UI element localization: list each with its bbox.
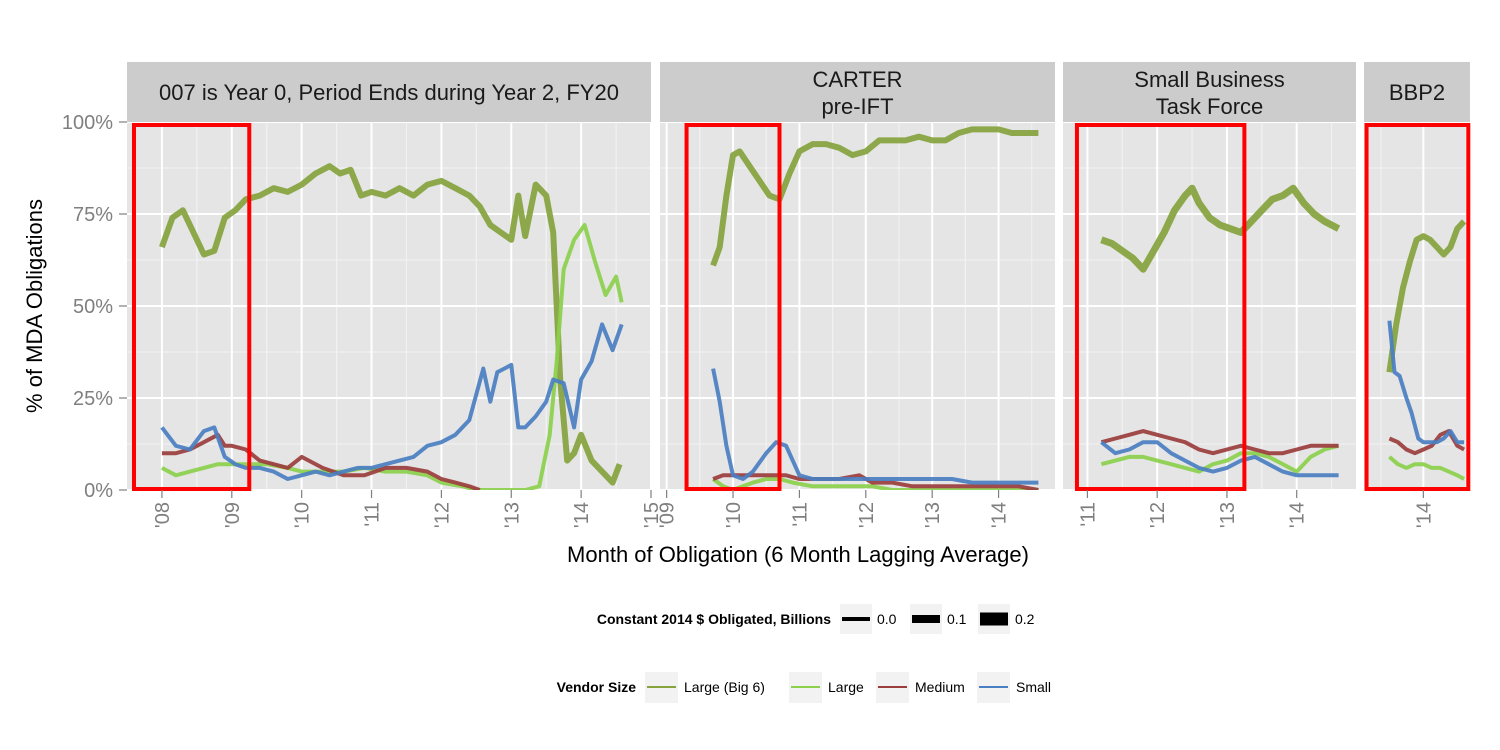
y-axis: 0% 25% 50% 75% 100% <box>62 112 127 502</box>
legend-size: Constant 2014 $ Obligated, Billions 0.0 0… <box>597 604 1035 634</box>
series-group <box>1386 219 1467 481</box>
x-tick-label: '11 <box>362 502 384 527</box>
legend-vendor-label: Large (Big 6) <box>684 679 765 695</box>
y-tick-label: 75% <box>73 204 113 226</box>
facet-strip <box>1364 62 1470 122</box>
highlight-box <box>1364 123 1471 491</box>
x-tick-label: '13 <box>501 502 523 528</box>
facet-strip <box>660 62 1055 122</box>
legend-vendor-label: Large <box>828 679 864 695</box>
series-line-large <box>1388 455 1466 481</box>
highlight-box <box>1074 123 1247 491</box>
series-line-small <box>711 368 1039 485</box>
x-tick-label: '11 <box>789 502 811 527</box>
series-line-large-big-6 <box>1386 219 1467 373</box>
x-tick-label: '12 <box>431 502 453 528</box>
legend-size-label: 0.2 <box>1015 611 1035 627</box>
x-tick-label: '12 <box>1147 502 1169 528</box>
facet-strip-label: CARTER <box>812 67 902 92</box>
y-tick-label: 50% <box>73 296 113 318</box>
x-tick-label: '13 <box>922 502 944 528</box>
legend-vendor: Vendor Size Large (Big 6) Large Medium Smal… <box>557 672 1051 703</box>
x-tick-label: '14 <box>1413 502 1435 528</box>
facet-strip-label: pre-IFT <box>821 94 893 119</box>
x-tick-label: '14 <box>571 502 593 528</box>
facet-panel-1: 007 is Year 0, Period Ends during Year 2… <box>127 62 663 528</box>
x-tick-label: '09 <box>222 502 244 528</box>
series-line-large-big-6 <box>159 163 623 486</box>
facet-strip-label: 007 is Year 0, Period Ends during Year 2… <box>159 80 619 105</box>
y-axis-title: % of MDA Obligations <box>22 199 47 413</box>
facet-panels: 007 is Year 0, Period Ends during Year 2… <box>127 62 1471 528</box>
facet-strip <box>1063 62 1356 122</box>
facet-strip <box>127 62 651 122</box>
series-line-large-big-6 <box>1100 184 1341 273</box>
series-line-large-big-6 <box>710 126 1039 267</box>
facet-strip-label: Small Business <box>1134 67 1284 92</box>
highlight-box <box>684 123 782 491</box>
gridlines <box>1364 122 1470 490</box>
x-tick-label: '13 <box>1217 502 1239 528</box>
legend-size-label: 0.1 <box>947 611 967 627</box>
x-tick-label: '14 <box>989 502 1011 528</box>
series-line-large <box>1100 443 1340 474</box>
y-tick-label: 25% <box>73 388 113 410</box>
x-axis-title: Month of Obligation (6 Month Lagging Ave… <box>567 542 1029 567</box>
x-tick-label: '08 <box>152 502 174 528</box>
x-tick-label: '12 <box>856 502 878 528</box>
legend-vendor-label: Medium <box>915 679 965 695</box>
x-tick-label: '10 <box>723 502 745 528</box>
x-tick-label: '10 <box>292 502 314 528</box>
y-tick-label: 100% <box>62 112 113 134</box>
series-line-large <box>711 477 1039 490</box>
legend-vendor-title: Vendor Size <box>557 679 637 695</box>
highlight-box <box>131 123 252 491</box>
series-line-medium <box>161 432 481 490</box>
legend-size-label: 0.0 <box>877 611 897 627</box>
series-line-small <box>160 322 624 481</box>
series-group <box>1100 184 1341 478</box>
x-tick-label: '09 <box>657 502 679 528</box>
series-line-small <box>1100 440 1339 478</box>
y-tick-label: 0% <box>84 480 113 502</box>
legend-size-title: Constant 2014 $ Obligated, Billions <box>597 611 831 627</box>
series-line-medium <box>1100 429 1339 456</box>
gridlines <box>127 122 651 490</box>
series-group <box>159 163 624 490</box>
series-group <box>710 126 1039 490</box>
facet-panel-4: BBP2 '14 <box>1364 62 1471 528</box>
x-tick-label: '15 <box>641 502 663 528</box>
x-tick-label: '11 <box>1077 502 1099 527</box>
x-tick-label: '14 <box>1287 502 1309 528</box>
legend-vendor-label: Small <box>1016 679 1051 695</box>
series-line-small <box>1387 320 1465 445</box>
facet-strip-label: BBP2 <box>1389 80 1445 105</box>
facet-strip-label: Task Force <box>1156 94 1264 119</box>
